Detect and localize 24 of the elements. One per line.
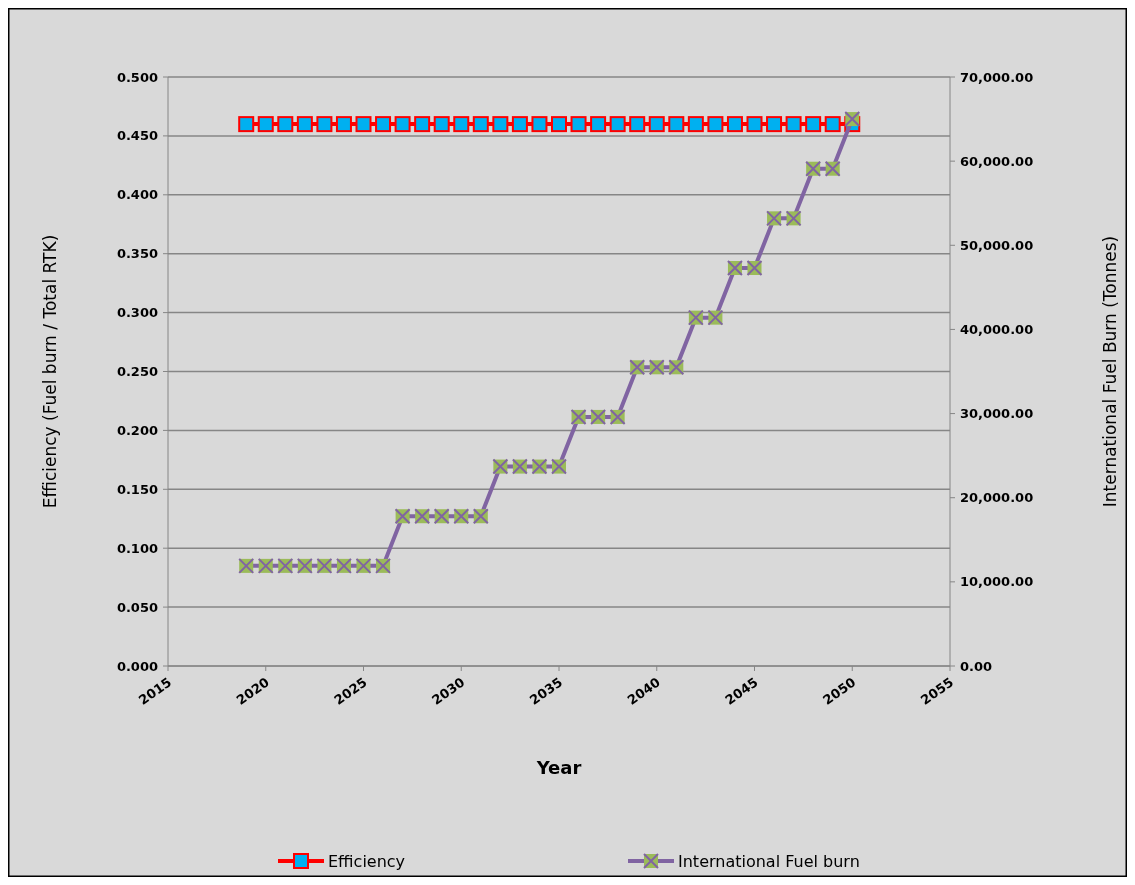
y2-axis-title: International Fuel Burn (Tonnes) [1100,235,1120,508]
y2-tick-label: 50,000.00 [960,237,1034,253]
y2-tick-label: 0.00 [960,658,993,674]
y-tick-label: 0.400 [116,187,158,203]
y2-tick-label: 20,000.00 [960,490,1034,506]
y-tick-label: 0.100 [116,540,158,556]
y2-tick-label: 60,000.00 [960,153,1034,169]
y-tick-label: 0.200 [116,422,158,438]
y-tick-label: 0.350 [116,246,158,262]
y2-tick-label: 40,000.00 [960,321,1034,337]
y2-tick-label: 30,000.00 [960,406,1034,422]
y-axis-title: Efficiency (Fuel burn / Total RTK) [40,234,60,509]
y-tick-label: 0.300 [116,305,158,321]
x-axis-title: Year [535,757,582,778]
legend-label: Efficiency [328,851,406,871]
y-tick-label: 0.250 [116,364,158,380]
y2-tick-label: 70,000.00 [960,69,1034,85]
y-tick-label: 0.000 [116,658,158,674]
y-tick-label: 0.050 [116,599,158,615]
legend-label: International Fuel burn [678,851,860,871]
y2-tick-label: 10,000.00 [960,574,1034,590]
y-tick-label: 0.150 [116,481,158,497]
y-tick-label: 0.450 [116,128,158,144]
y-tick-label: 0.500 [116,69,158,85]
